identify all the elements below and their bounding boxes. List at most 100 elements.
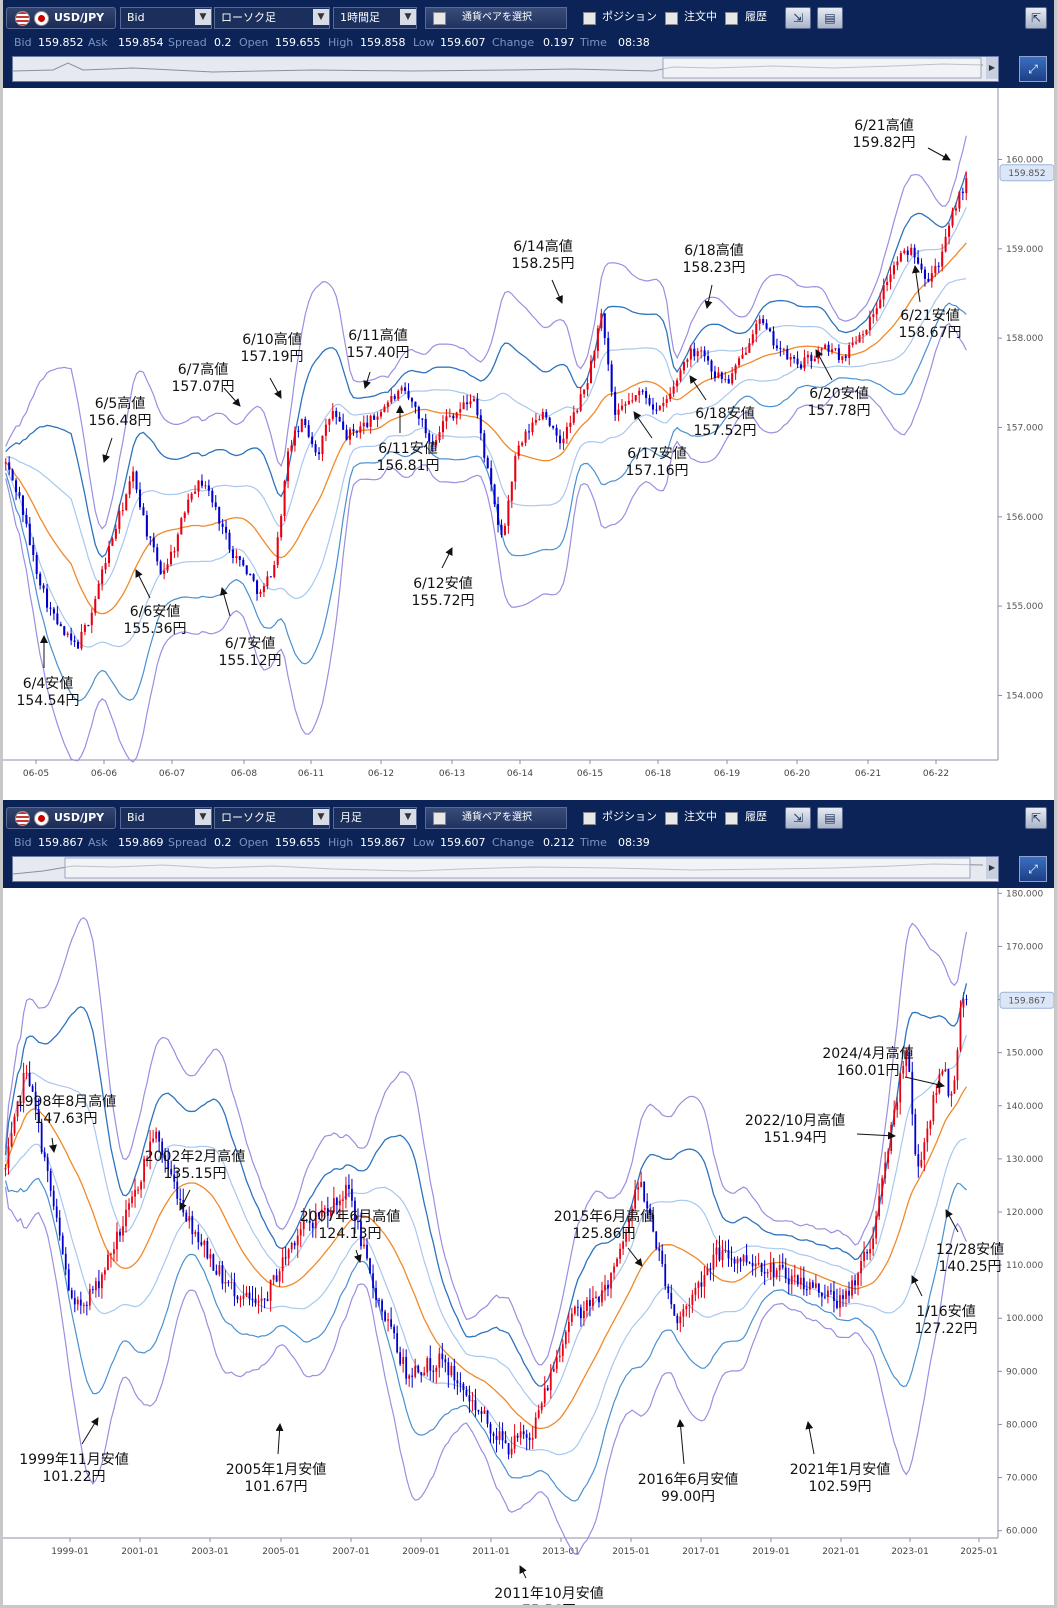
chart-type-select[interactable]: ローソク足 ▼ — [214, 807, 330, 829]
x-tick-label: 2025-01 — [960, 1547, 998, 1557]
collapse-icon[interactable]: ⇱ — [1025, 7, 1047, 29]
candle-body — [910, 247, 913, 255]
chart-navigator[interactable]: ▶ — [12, 856, 999, 882]
timeframe-value: 月足 — [340, 811, 362, 824]
candle-body — [652, 1214, 655, 1232]
position-checkbox[interactable] — [583, 812, 596, 825]
price-type-select[interactable]: Bid ▼ — [120, 807, 212, 829]
chart-icon[interactable]: ⇲ — [785, 807, 811, 829]
candle-body — [493, 484, 496, 505]
candle-body — [8, 462, 11, 470]
candle-body — [905, 1051, 908, 1066]
candle-body — [495, 1435, 498, 1440]
window-icon[interactable]: ▤ — [817, 7, 843, 29]
pair-select-button[interactable]: 通貨ペアを選択 — [425, 7, 567, 29]
candle-body — [583, 389, 586, 395]
chevron-down-icon: ▼ — [313, 9, 329, 25]
candle-body — [696, 351, 699, 357]
candle-body — [789, 357, 792, 360]
candle-body — [703, 1275, 706, 1287]
candle-body — [817, 1283, 820, 1293]
candle-body — [884, 1162, 887, 1179]
window-icon[interactable]: ▤ — [817, 807, 843, 829]
candle-body — [720, 372, 723, 379]
candle-body — [73, 640, 76, 642]
candle-body — [262, 586, 265, 593]
history-checkbox[interactable] — [725, 12, 738, 25]
annotation-date: 2002年2月高値 — [145, 1148, 246, 1165]
annotation-date: 6/5高値 — [95, 395, 146, 412]
candle-body — [142, 507, 145, 516]
pair-select-button[interactable]: 通貨ペアを選択 — [425, 807, 567, 829]
scroll-right-icon[interactable]: ▶ — [986, 857, 998, 879]
pair-checkbox[interactable] — [433, 12, 446, 25]
hourly-candlestick-chart[interactable]: 160.000 159.000 158.000 157.000 156.000 155.0… — [0, 88, 1057, 800]
candle-body — [736, 1258, 739, 1264]
timeframe-select[interactable]: 1時間足 ▼ — [333, 7, 417, 29]
candle-body — [721, 1250, 724, 1261]
chart-icon[interactable]: ⇲ — [785, 7, 811, 29]
x-tick-label: 06-06 — [91, 769, 117, 779]
candle-body — [531, 422, 534, 433]
history-checkbox[interactable] — [725, 812, 738, 825]
candle-body — [342, 421, 345, 430]
pair-checkbox[interactable] — [433, 812, 446, 825]
collapse-icon[interactable]: ⇱ — [1025, 807, 1047, 829]
monthly-candlestick-chart[interactable]: 180.000170.000160.000150.000140.000130.0… — [0, 888, 1057, 1608]
candle-body — [889, 274, 892, 283]
chart-type-select[interactable]: ローソク足 ▼ — [214, 7, 330, 29]
annotation-date: 6/11安値 — [378, 441, 437, 457]
zoom-icon[interactable]: ⤢ — [1019, 56, 1047, 82]
change-label: Change — [492, 836, 535, 849]
symbol-selector[interactable]: USD/JPY — [6, 807, 116, 829]
chevron-down-icon: ▼ — [195, 809, 211, 825]
annotation-price: 157.52円 — [694, 423, 757, 439]
price-type-value: Bid — [127, 811, 145, 824]
candle-body — [676, 1315, 679, 1324]
candle-body — [733, 1258, 736, 1264]
scroll-right-icon[interactable]: ▶ — [986, 57, 998, 79]
zoom-icon[interactable]: ⤢ — [1019, 856, 1047, 882]
candle-body — [576, 1306, 579, 1308]
candle-body — [63, 626, 66, 635]
candle-body — [961, 191, 964, 194]
orders-checkbox[interactable] — [665, 812, 678, 825]
candle-body — [810, 354, 813, 361]
candle-body — [549, 1371, 552, 1391]
candle-body — [537, 1410, 540, 1418]
candle-body — [778, 1264, 781, 1271]
candle-body — [662, 402, 665, 406]
candle-body — [944, 236, 947, 252]
price-type-select[interactable]: Bid ▼ — [120, 7, 212, 29]
spread-label: Spread — [168, 36, 207, 49]
candle-body — [369, 1258, 371, 1274]
annotation-price: 158.67円 — [899, 325, 962, 341]
candle-body — [459, 1383, 462, 1385]
jpy-flag-icon — [34, 811, 49, 826]
candle-body — [170, 1168, 173, 1175]
chart-navigator[interactable]: ▶ — [12, 56, 999, 82]
timeframe-select[interactable]: 月足 ▼ — [333, 807, 417, 829]
candle-body — [293, 1242, 296, 1246]
orders-checkbox[interactable] — [665, 12, 678, 25]
candle-body — [534, 1417, 537, 1438]
candle-body — [564, 1331, 567, 1345]
orders-label: 注文中 — [684, 10, 717, 23]
candle-body — [679, 1316, 682, 1324]
candle-body — [682, 361, 685, 371]
candle-body — [254, 1298, 257, 1303]
candle-body — [107, 1254, 109, 1271]
position-checkbox[interactable] — [583, 12, 596, 25]
candle-body — [548, 417, 551, 426]
symbol-selector[interactable]: USD/JPY — [6, 7, 116, 29]
candle-body — [297, 430, 300, 432]
candle-body — [717, 372, 720, 378]
candle-body — [492, 1433, 495, 1436]
open-label: Open — [239, 836, 269, 849]
candle-body — [953, 1080, 956, 1094]
candle-body — [503, 525, 506, 535]
candle-body — [145, 515, 148, 537]
candle-body — [841, 356, 844, 360]
candle-body — [627, 400, 630, 405]
candle-body — [830, 1290, 832, 1292]
